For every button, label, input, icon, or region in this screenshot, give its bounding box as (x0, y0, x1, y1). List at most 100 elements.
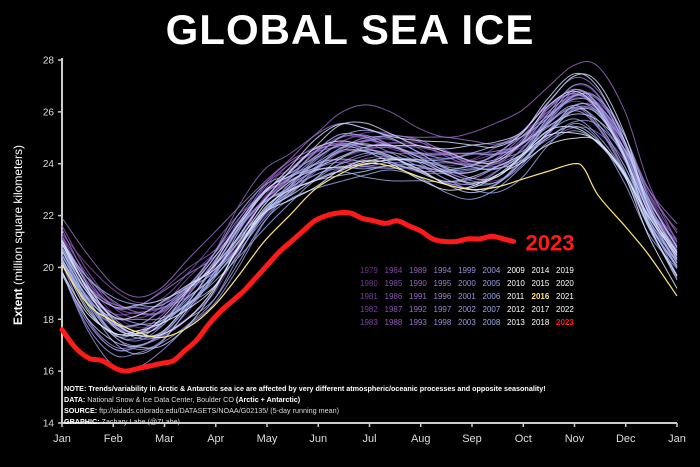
legend-year-1989: 1989 (409, 266, 427, 275)
chart-notes: NOTE: Trends/variability in Arctic & Ant… (64, 383, 624, 427)
legend-year-2015: 2015 (531, 279, 550, 288)
x-tick-label: Feb (104, 433, 123, 445)
note-text: NOTE: Trends/variability in Arctic & Ant… (64, 384, 546, 393)
y-axis-label-bold: Extent (11, 288, 25, 326)
legend-year-2000: 2000 (458, 279, 476, 288)
year-line-2013 (61, 125, 678, 338)
year-line-2007 (61, 130, 678, 352)
year-line-2009 (61, 92, 678, 308)
legend-year-2003: 2003 (458, 318, 476, 327)
legend-year-1981: 1981 (360, 292, 378, 301)
label-2023: 2023 (526, 231, 575, 256)
year-line-2000 (61, 106, 678, 371)
legend-year-2021: 2021 (556, 292, 574, 301)
legend-year-2022: 2022 (556, 305, 574, 314)
legend-year-2020: 2020 (556, 279, 574, 288)
year-line-2019 (61, 90, 678, 335)
legend-year-1991: 1991 (409, 292, 427, 301)
legend-year-2010: 2010 (507, 279, 525, 288)
x-tick-label: Mar (155, 433, 174, 445)
year-line-2021 (61, 131, 678, 336)
y-axis-label-units: (million square kilometers) (11, 144, 25, 289)
legend-year-2009: 2009 (507, 266, 525, 275)
year-line-1996 (61, 106, 678, 310)
year-line-2014 (61, 113, 678, 309)
year-line-2004 (61, 83, 678, 333)
legend-year-1982: 1982 (360, 305, 378, 314)
x-tick-label: Jun (309, 433, 327, 445)
legend-year-1999: 1999 (458, 266, 476, 275)
x-tick-label: May (257, 433, 278, 445)
legend-year-1992: 1992 (409, 305, 427, 314)
legend-year-2014: 2014 (531, 266, 550, 275)
year-line-1985 (61, 94, 678, 304)
graphic-credit: GRAPHIC: Zachary Labe (@ZLabe) (64, 417, 180, 426)
legend-year-2005: 2005 (482, 279, 501, 288)
y-tick-label: 14 (43, 419, 55, 430)
year-line-2016 (61, 162, 678, 339)
y-tick-label: 28 (43, 56, 55, 67)
legend-year-2013: 2013 (507, 318, 525, 327)
y-tick-label: 16 (43, 367, 55, 378)
legend-year-2023: 2023 (556, 318, 574, 327)
y-tick-label: 20 (43, 263, 55, 274)
legend-year-2001: 2001 (458, 292, 476, 301)
year-line-2015 (61, 107, 678, 349)
legend-year-1988: 1988 (384, 318, 403, 327)
legend-year-1984: 1984 (384, 266, 403, 275)
legend-year-1980: 1980 (360, 279, 378, 288)
year-line-1998 (61, 90, 678, 351)
legend-year-1993: 1993 (409, 318, 427, 327)
legend-year-1985: 1985 (384, 279, 403, 288)
legend-year-2016: 2016 (531, 292, 550, 301)
year-line-1988 (61, 92, 678, 321)
chart-title: GLOBAL SEA ICE (165, 6, 535, 53)
legend-year-2006: 2006 (482, 292, 501, 301)
year-line-2011 (61, 88, 678, 355)
year-line-2022 (61, 136, 678, 337)
x-tick-label: Oct (515, 433, 532, 445)
year-line-2023 (59, 209, 517, 374)
legend-year-2012: 2012 (507, 305, 525, 314)
legend-year-1979: 1979 (360, 266, 378, 275)
legend-year-1987: 1987 (384, 305, 403, 314)
year-legend: 1979 1984 1989 1994 1999 2004 2009 2014 2019 1980… (360, 266, 580, 327)
year-line-2017 (61, 73, 678, 337)
legend-year-2019: 2019 (556, 266, 574, 275)
source-credit: SOURCE: ftp://sidads.colorado.edu/DATASE… (64, 406, 339, 415)
x-tick-label: Nov (565, 433, 585, 445)
legend-year-1995: 1995 (433, 279, 452, 288)
y-tick-label: 26 (43, 107, 55, 118)
legend-year-1994: 1994 (433, 266, 452, 275)
year-line-2020 (61, 126, 678, 320)
year-line-1990 (61, 61, 678, 316)
y-axis-label: Extent (million square kilometers) (11, 135, 25, 335)
y-tick-label: 22 (43, 211, 55, 222)
x-tick-label: Jan (53, 433, 71, 445)
y-tick-label: 18 (43, 315, 55, 326)
y-tick-label: 24 (43, 159, 55, 170)
x-tick-label: Sep (462, 433, 482, 445)
legend-year-2018: 2018 (531, 318, 550, 327)
legend-year-1990: 1990 (409, 279, 427, 288)
legend-year-1998: 1998 (433, 318, 452, 327)
x-tick-label: Dec (616, 433, 636, 445)
historical-year-lines (61, 61, 678, 371)
legend-year-1983: 1983 (360, 318, 378, 327)
x-tick-label: Apr (207, 433, 224, 445)
legend-year-1997: 1997 (433, 305, 452, 314)
legend-year-2011: 2011 (507, 292, 525, 301)
x-tick-label: Jan (668, 433, 686, 445)
legend-year-2004: 2004 (482, 266, 501, 275)
legend-year-1996: 1996 (433, 292, 452, 301)
legend-year-2008: 2008 (482, 318, 501, 327)
year-line-2005 (61, 122, 678, 347)
year-line-2018 (61, 72, 678, 335)
legend-year-2017: 2017 (531, 305, 550, 314)
x-tick-label: Jul (362, 433, 376, 445)
x-tick-label: Aug (411, 433, 431, 445)
legend-year-2007: 2007 (482, 305, 501, 314)
legend-year-1986: 1986 (384, 292, 403, 301)
legend-year-2002: 2002 (458, 305, 476, 314)
